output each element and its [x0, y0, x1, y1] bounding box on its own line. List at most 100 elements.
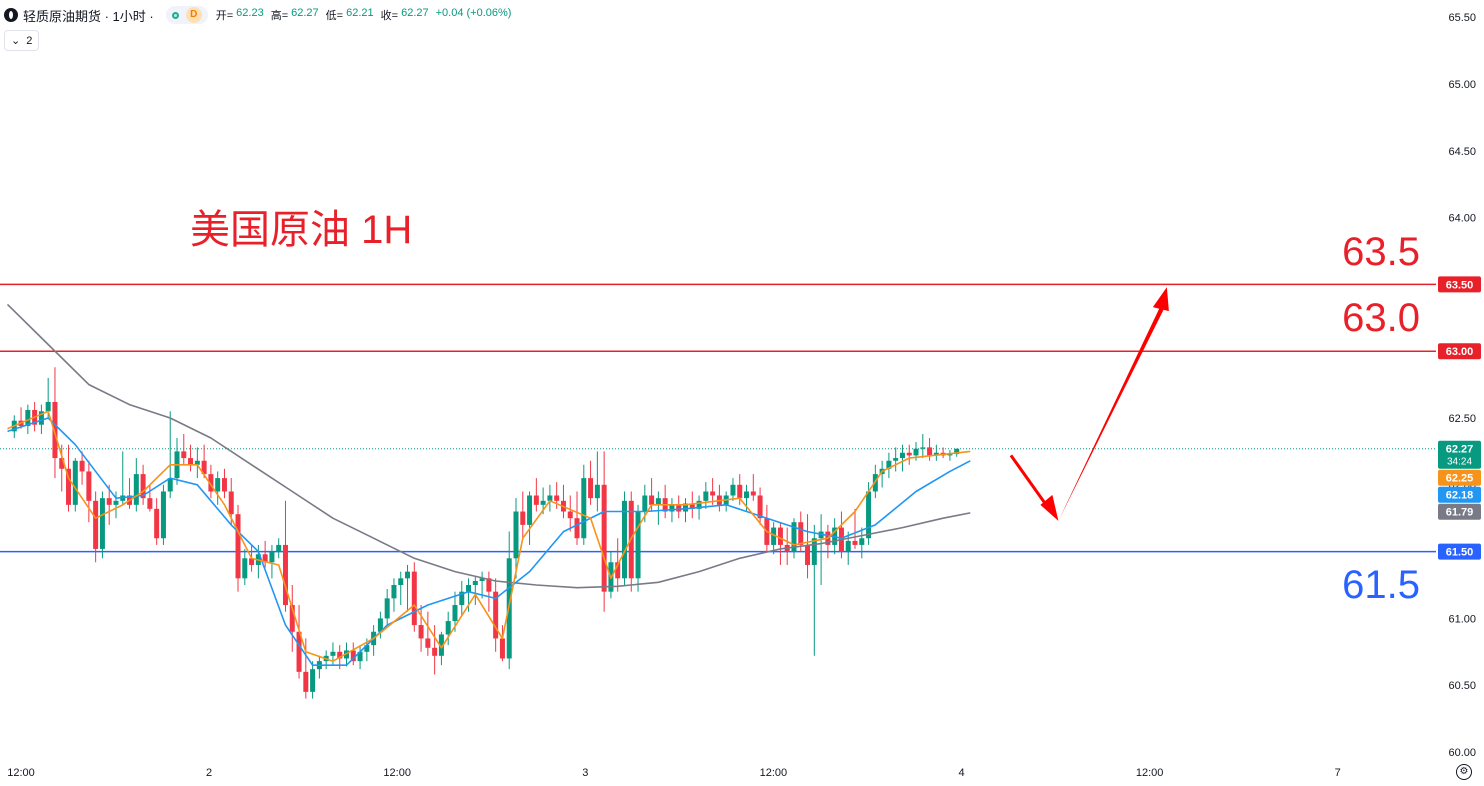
- candle-body: [710, 491, 716, 496]
- status-pill[interactable]: D: [165, 6, 208, 24]
- x-tick-label: 12:00: [1136, 767, 1164, 779]
- indicator-count: 2: [26, 34, 33, 47]
- candle-body: [398, 578, 404, 585]
- candle-body: [425, 638, 431, 648]
- candle-body: [696, 500, 702, 509]
- candle-body: [581, 478, 587, 539]
- candle-body: [533, 495, 539, 505]
- price-badge-text: 61.79: [1446, 507, 1474, 519]
- candle-body: [235, 514, 241, 579]
- arrow-up-head: [1152, 287, 1169, 312]
- price-badge-last: [1438, 440, 1481, 469]
- candle-body: [913, 448, 919, 456]
- symbol-title[interactable]: 轻质原油期货 · 1小时 ·: [23, 8, 154, 24]
- candle-body: [594, 484, 600, 499]
- candle-body: [540, 500, 546, 505]
- candle-body: [113, 500, 119, 505]
- candle-body: [201, 460, 207, 475]
- candle-body: [52, 401, 58, 459]
- candle-body: [527, 495, 533, 525]
- candle-body: [649, 495, 655, 505]
- candle-body: [377, 618, 383, 632]
- candle-body: [296, 631, 302, 672]
- candle-body: [438, 634, 444, 656]
- candle-body: [66, 468, 72, 505]
- candle-body: [459, 591, 465, 606]
- x-tick-label: 12:00: [760, 767, 788, 779]
- candle-body: [899, 452, 905, 459]
- candle-body: [269, 551, 275, 563]
- price-axis[interactable]: 60.0060.5061.0061.5062.0062.5063.0063.50…: [1448, 12, 1476, 759]
- candle-body: [93, 500, 99, 549]
- candle-body: [499, 638, 505, 659]
- candle-body: [45, 401, 51, 412]
- candle-body: [615, 562, 621, 579]
- candle-body: [364, 645, 370, 652]
- candle-body: [601, 484, 607, 592]
- price-badge-text: 63.00: [1446, 346, 1474, 358]
- chevron-down-icon: ⌄: [11, 35, 21, 47]
- candle-body: [859, 538, 865, 545]
- price-badge-text: 61.50: [1446, 547, 1474, 559]
- candle-body: [744, 491, 750, 499]
- candle-body: [642, 495, 648, 512]
- gear-icon[interactable]: ⚙: [1456, 764, 1472, 780]
- candle-body: [676, 504, 682, 512]
- indicator-collapse-button[interactable]: ⌄ 2: [4, 30, 40, 51]
- ma-fast-line: [7, 410, 971, 663]
- candle-body: [391, 585, 397, 599]
- candle-body: [337, 651, 343, 659]
- candle-body: [852, 540, 858, 545]
- price-badge-ma_fast: [1438, 469, 1481, 486]
- candle-body: [276, 544, 282, 552]
- candle-body: [452, 605, 458, 622]
- candle-body: [86, 471, 92, 501]
- candle-body: [181, 451, 187, 459]
- candle-body: [683, 503, 688, 512]
- candle-body: [25, 409, 31, 427]
- price-badge-text: 63.50: [1446, 279, 1474, 291]
- candle-body: [303, 671, 309, 692]
- y-tick-label: 60.50: [1448, 680, 1476, 692]
- candle-body: [208, 474, 214, 492]
- candle-body: [405, 571, 411, 579]
- y-tick-label: 62.50: [1448, 413, 1476, 425]
- candle-body: [547, 495, 553, 501]
- plot-area[interactable]: [0, 0, 1436, 760]
- candle-body: [798, 522, 804, 545]
- candle-body: [520, 511, 526, 525]
- candle-body: [228, 491, 234, 515]
- candle-body: [445, 621, 451, 635]
- candle-body: [282, 544, 288, 606]
- candle-body: [757, 495, 763, 519]
- candle-body: [655, 498, 661, 505]
- open-label: 开=: [215, 10, 234, 22]
- y-tick-label: 64.00: [1448, 213, 1476, 225]
- candle-body: [920, 447, 926, 449]
- y-tick-label: 60.00: [1448, 747, 1476, 759]
- candle-body: [554, 495, 560, 501]
- candle-body: [737, 484, 743, 499]
- candle-body: [791, 522, 797, 552]
- price-badge-resistance: [1438, 276, 1481, 293]
- projection-arrow: [1009, 287, 1169, 521]
- candle-body: [215, 478, 221, 492]
- close-label: 收=: [380, 10, 399, 22]
- time-axis[interactable]: 12:00212:00312:00412:00712:00812:00912:0…: [7, 767, 1484, 779]
- x-tick-label: 12:00: [383, 767, 411, 779]
- candle-body: [574, 518, 580, 539]
- moving-averages: [6, 303, 971, 667]
- price-badge-ma_slow: [1438, 503, 1481, 520]
- candle-body: [845, 540, 851, 552]
- candle-body: [72, 460, 78, 505]
- x-tick-label: 4: [958, 767, 964, 779]
- candle-body: [805, 544, 811, 565]
- market-status-icon: [171, 11, 179, 19]
- candle-body: [106, 498, 112, 505]
- level-label-61-5: 61.5: [1342, 563, 1420, 607]
- x-tick-label: 12:00: [7, 767, 35, 779]
- level-label-63-0: 63.0: [1342, 296, 1420, 340]
- candle-body: [330, 651, 336, 656]
